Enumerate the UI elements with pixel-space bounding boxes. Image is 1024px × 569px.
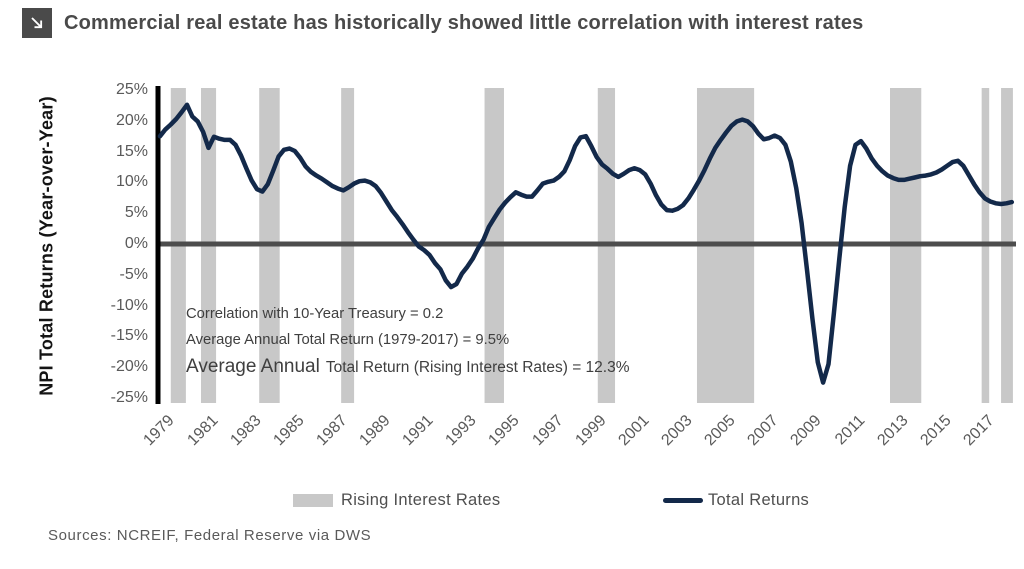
arrow-down-right-glyph <box>31 17 43 29</box>
y-tick-label: 0% <box>124 235 148 252</box>
legend-item-rising-rates: Rising Interest Rates <box>293 488 500 512</box>
page-title: Commercial real estate has historically … <box>64 12 864 34</box>
y-tick-label: -20% <box>110 358 148 376</box>
y-tick-label: 10% <box>115 173 148 191</box>
annotation-average-rising-rates-rest: Total Return (Rising Interest Rates) = 1… <box>325 359 630 376</box>
y-tick-label: 5% <box>124 204 148 222</box>
legend-label-total-returns: Total Returns <box>708 490 810 509</box>
total-returns-swatch <box>663 497 703 503</box>
total-returns-line <box>157 102 1015 385</box>
plot-area <box>155 86 1016 404</box>
rising-rates-swatch <box>293 493 333 507</box>
y-tick-label: -5% <box>119 265 148 283</box>
sources-text: Sources: NCREIF, Federal Reserve via DWS <box>48 527 372 544</box>
y-tick-label: 20% <box>115 111 148 129</box>
y-tick-label: -15% <box>110 327 148 345</box>
legend-item-total-returns: Total Returns <box>663 488 809 512</box>
annotations-block: Correlation with 10-Year Treasury = 0.2 … <box>186 301 630 381</box>
arrow-down-right-icon <box>22 8 52 38</box>
annotation-correlation: Correlation with 10-Year Treasury = 0.2 <box>186 306 444 322</box>
annotation-average-rising-rates: Average Annual Total Return (Rising Inter… <box>186 353 630 381</box>
y-tick-label: 15% <box>115 142 148 160</box>
y-tick-label: -25% <box>110 389 148 406</box>
y-tick-label: 25% <box>115 81 148 98</box>
annotation-average-total-return: Average Annual Total Return (1979-2017) … <box>186 332 510 348</box>
y-tick-label: -10% <box>110 296 148 314</box>
annotation-average-rising-rates-prefix: Average Annual <box>186 356 320 377</box>
legend-label-rising-rates: Rising Interest Rates <box>341 490 501 509</box>
